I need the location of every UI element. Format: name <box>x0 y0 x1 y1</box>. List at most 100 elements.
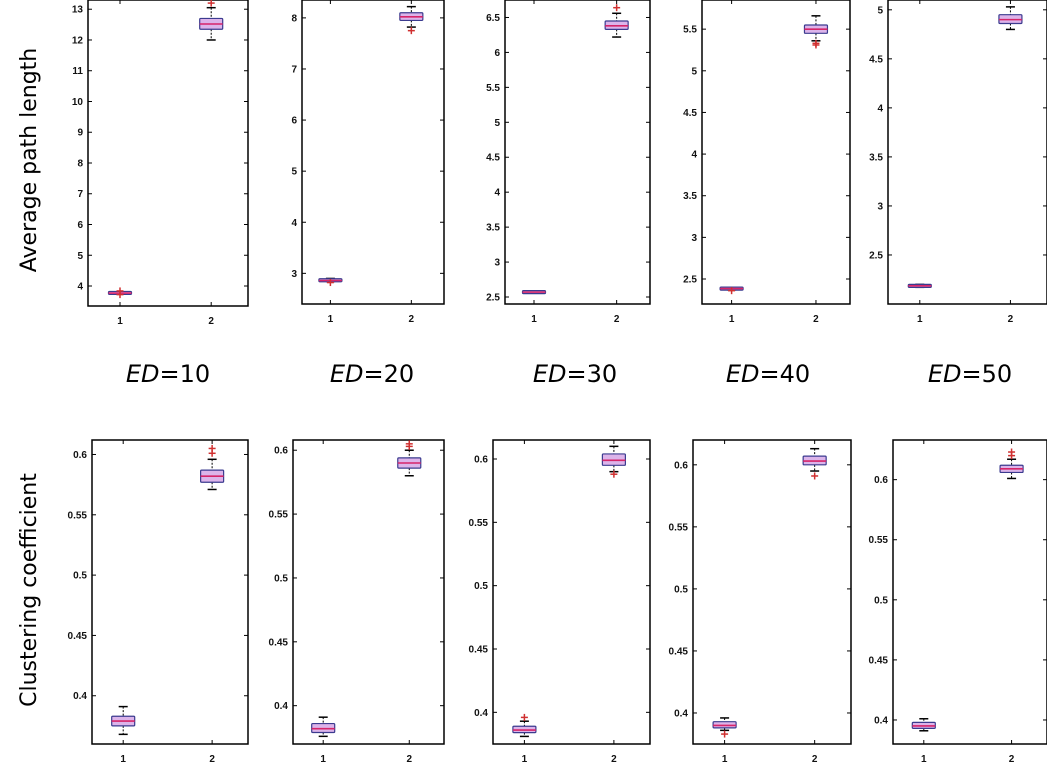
y-tick-label: 5.5 <box>683 25 697 36</box>
y-tick-label: 0.5 <box>274 573 288 584</box>
y-tick-label: 0.6 <box>73 450 87 461</box>
y-tick-label: 6 <box>77 220 83 231</box>
y-tick-label: 11 <box>72 66 83 77</box>
x-tick-label: 2 <box>409 314 415 325</box>
y-tick-label: 5 <box>494 118 500 129</box>
y-tick-label: 0.5 <box>674 584 688 595</box>
y-tick-label: 5 <box>691 66 697 77</box>
y-tick-label: 6.5 <box>486 13 500 24</box>
y-tick-label: 0.5 <box>474 581 488 592</box>
y-tick-label: 4.5 <box>869 54 883 65</box>
y-tick-label: 2.5 <box>486 293 500 304</box>
y-tick-label: 8 <box>291 13 297 24</box>
y-tick-label: 0.45 <box>68 631 88 642</box>
y-tick-label: 5 <box>877 5 883 16</box>
y-tick-label: 3 <box>691 233 697 244</box>
y-tick-label: 5.5 <box>486 83 500 94</box>
y-tick-label: 3 <box>877 201 883 212</box>
y-tick-label: 0.4 <box>674 708 688 719</box>
y-tick-label: 4 <box>691 150 697 161</box>
y-tick-label: 0.6 <box>274 446 288 457</box>
panel-6: 0.4 0.45 0.5 0.55 0.6 1 2 <box>68 439 249 765</box>
y-tick-label: 0.55 <box>869 535 889 546</box>
y-tick-label: 4 <box>77 282 83 293</box>
x-tick-label: 1 <box>531 314 537 325</box>
y-tick-label: 5 <box>77 251 83 262</box>
plot-frame <box>504 0 651 305</box>
x-tick-label: 1 <box>722 754 728 765</box>
x-tick-label: 1 <box>328 314 334 325</box>
y-tick-label: 0.45 <box>669 646 689 657</box>
panel-10: 0.4 0.45 0.5 0.55 0.6 1 2 <box>869 439 1047 765</box>
y-tick-label: 8 <box>77 158 83 169</box>
y-tick-label: 3.5 <box>683 191 697 202</box>
x-tick-label: 2 <box>611 754 617 765</box>
y-tick-label: 5 <box>291 167 297 178</box>
x-tick-label: 1 <box>117 316 123 327</box>
y-label-average-path-length: Average path length <box>17 48 42 272</box>
plot-frame <box>292 439 445 745</box>
plot-frame <box>701 0 851 305</box>
plot-frame <box>887 0 1047 305</box>
y-tick-label: 0.6 <box>874 475 888 486</box>
y-tick-label: 0.4 <box>73 691 87 702</box>
x-tick-label: 2 <box>208 316 214 327</box>
y-tick-label: 4.5 <box>683 108 697 119</box>
plot-frame <box>492 439 651 745</box>
panel-8: 0.4 0.45 0.5 0.55 0.6 1 2 <box>469 439 651 765</box>
y-tick-label: 0.55 <box>669 522 689 533</box>
y-tick-label: 0.45 <box>869 655 889 666</box>
x-tick-label: 2 <box>614 314 620 325</box>
y-tick-label: 0.5 <box>73 571 87 582</box>
y-tick-label: 0.6 <box>474 455 488 466</box>
panel-3: 2.5 3 3.5 4 4.5 5 5.5 6 6.5 1 2 <box>486 0 651 325</box>
y-tick-label: 4 <box>291 218 297 229</box>
x-tick-label: 2 <box>1008 314 1014 325</box>
plot-frame <box>301 0 445 305</box>
plot-frame <box>892 439 1047 745</box>
panel-9: 0.4 0.45 0.5 0.55 0.6 1 2 <box>669 439 852 765</box>
y-tick-label: 3.5 <box>869 152 883 163</box>
y-tick-label: 3 <box>291 269 297 280</box>
x-tick-label: 1 <box>917 314 923 325</box>
ed-label-50: ED=50 <box>928 360 1012 388</box>
x-tick-label: 2 <box>209 754 215 765</box>
y-tick-label: 0.4 <box>474 708 488 719</box>
y-tick-label: 2.5 <box>683 275 697 286</box>
plot-frame <box>91 439 249 745</box>
ed-label-10: ED=10 <box>126 360 210 388</box>
plot-frame <box>692 439 852 745</box>
x-tick-label: 1 <box>921 754 927 765</box>
y-tick-label: 3 <box>494 258 500 269</box>
ed-label-30: ED=30 <box>533 360 617 388</box>
y-tick-label: 7 <box>77 189 83 200</box>
y-tick-label: 6 <box>494 48 500 59</box>
y-tick-label: 0.45 <box>469 645 489 656</box>
y-tick-label: 2.5 <box>869 250 883 261</box>
y-tick-label: 3.5 <box>486 223 500 234</box>
y-tick-label: 4 <box>877 103 883 114</box>
ed-label-20: ED=20 <box>330 360 414 388</box>
y-tick-label: 0.4 <box>274 701 288 712</box>
y-tick-label: 13 <box>72 5 84 16</box>
panel-7: 0.4 0.45 0.5 0.55 0.6 1 2 <box>269 439 445 765</box>
y-tick-label: 0.45 <box>269 637 289 648</box>
panel-2: 3 4 5 6 7 8 1 2 <box>291 0 445 325</box>
x-tick-label: 1 <box>120 754 126 765</box>
x-tick-label: 1 <box>320 754 326 765</box>
y-tick-label: 7 <box>291 64 297 75</box>
x-tick-label: 2 <box>406 754 412 765</box>
x-tick-label: 2 <box>812 754 818 765</box>
y-tick-label: 0.55 <box>469 518 489 529</box>
y-label-clustering-coefficient: Clustering coefficient <box>17 473 42 707</box>
y-tick-label: 12 <box>72 35 84 46</box>
y-tick-label: 0.4 <box>874 715 888 726</box>
y-tick-label: 0.5 <box>874 595 888 606</box>
y-tick-label: 9 <box>77 128 83 139</box>
y-tick-label: 6 <box>291 116 297 127</box>
y-tick-label: 0.55 <box>68 510 88 521</box>
y-tick-label: 0.6 <box>674 460 688 471</box>
x-tick-label: 2 <box>813 314 819 325</box>
